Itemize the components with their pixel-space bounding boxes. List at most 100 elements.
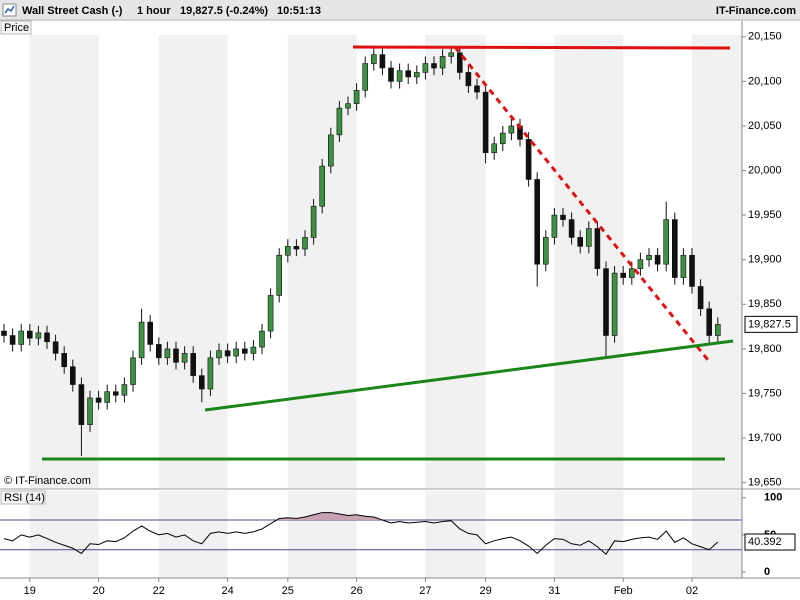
candle-body [319,165,326,207]
candle-body [104,391,110,403]
day-band [29,35,99,488]
rsi-last-label: 40.392 [748,536,782,548]
candle-body [267,295,274,332]
candle-body [396,70,403,82]
candle-body [199,375,205,390]
header-bar [0,0,800,20]
candle-body [164,348,171,359]
day-band [29,491,99,578]
candle-body [345,103,351,109]
day-band [158,35,228,488]
x-tick-label: 19 [24,585,36,597]
candle-body [388,67,394,82]
candle-body [714,324,721,336]
candle-body [405,70,412,78]
candle-body [568,219,575,238]
time: 10:51:13 [277,5,321,17]
logo-icon [2,3,17,17]
candle-body [113,391,119,396]
candle-body [646,254,652,261]
candle-body [431,63,437,69]
day-band [554,35,624,488]
candle-body [439,56,446,69]
candle-body [336,107,343,136]
down-trend-line [453,46,710,361]
candle-body [508,125,515,134]
x-tick-label: 22 [153,585,165,597]
candle-body [654,254,661,265]
candle-body [310,205,317,238]
candle-body [663,219,670,265]
candle-body [525,139,532,180]
drawing-layer [42,45,734,461]
x-tick-label: 20 [92,585,104,597]
candle-body [603,268,609,336]
candle-body [465,72,472,87]
y-tick-label: 19,900 [748,254,782,266]
x-tick-label: 24 [221,585,233,597]
x-tick-label: 26 [350,585,362,597]
candle-body [130,357,136,385]
candle-body [499,132,506,145]
y-tick-label: 20,000 [748,164,782,176]
plot-layer [0,35,742,578]
candle-body [9,335,16,345]
candle-body [697,286,704,310]
candle-body [456,52,463,73]
candle-body [233,348,239,357]
x-tick-label: 31 [548,585,560,597]
candle-body [680,254,687,278]
candle-body [190,353,196,376]
x-tick-label: 29 [479,585,491,597]
candle-body [284,246,291,256]
candle-body [207,357,214,390]
candle-body [44,332,50,343]
candle-body [61,353,68,368]
y-tick-label: 19,750 [748,387,782,399]
candle-body [370,54,377,64]
rsi-line [3,512,719,555]
candle-body [422,63,429,73]
y-tick-label: 19,700 [748,432,782,444]
resistance-line [352,45,731,50]
candle-body [379,54,386,69]
last-price-box [744,315,798,333]
source: IT-Finance.com [716,5,796,17]
x-tick-label: Feb [614,585,633,597]
x-tick-label: 02 [686,585,698,597]
y-tick-label: 20,150 [748,31,782,43]
rsi-y-tick-label: 100 [764,492,782,504]
candle-body [302,237,308,250]
rsi-last-box [744,533,796,551]
candle-body [620,272,627,278]
candle-body [95,397,102,403]
candle-body [448,52,455,57]
y-tick-label: 19,850 [748,298,782,310]
quote: 19,827.5 (-0.24%) [180,5,268,17]
day-band [287,35,357,488]
candle-body [474,85,480,93]
rsi-label-box [0,490,46,505]
candle-body [413,72,420,78]
candle-body [293,246,300,250]
last-price-label: 19,827.5 [748,318,791,330]
panel-label: Price [4,22,29,34]
candle-body [138,321,145,359]
panel-label-box [0,20,32,35]
candle-body [78,384,85,425]
candle-body [242,348,248,354]
candle-body [671,219,678,278]
day-band [287,491,357,578]
day-band [692,491,742,578]
candle-body [482,91,489,154]
candle-body [353,89,360,104]
candle-body [259,330,265,348]
candle-body [637,259,644,269]
candle-body [689,254,695,287]
candle-body [628,268,635,278]
candle-body [250,346,257,354]
candle-body [181,353,188,363]
candle-body [542,237,549,265]
y-tick-label: 19,950 [748,209,782,221]
